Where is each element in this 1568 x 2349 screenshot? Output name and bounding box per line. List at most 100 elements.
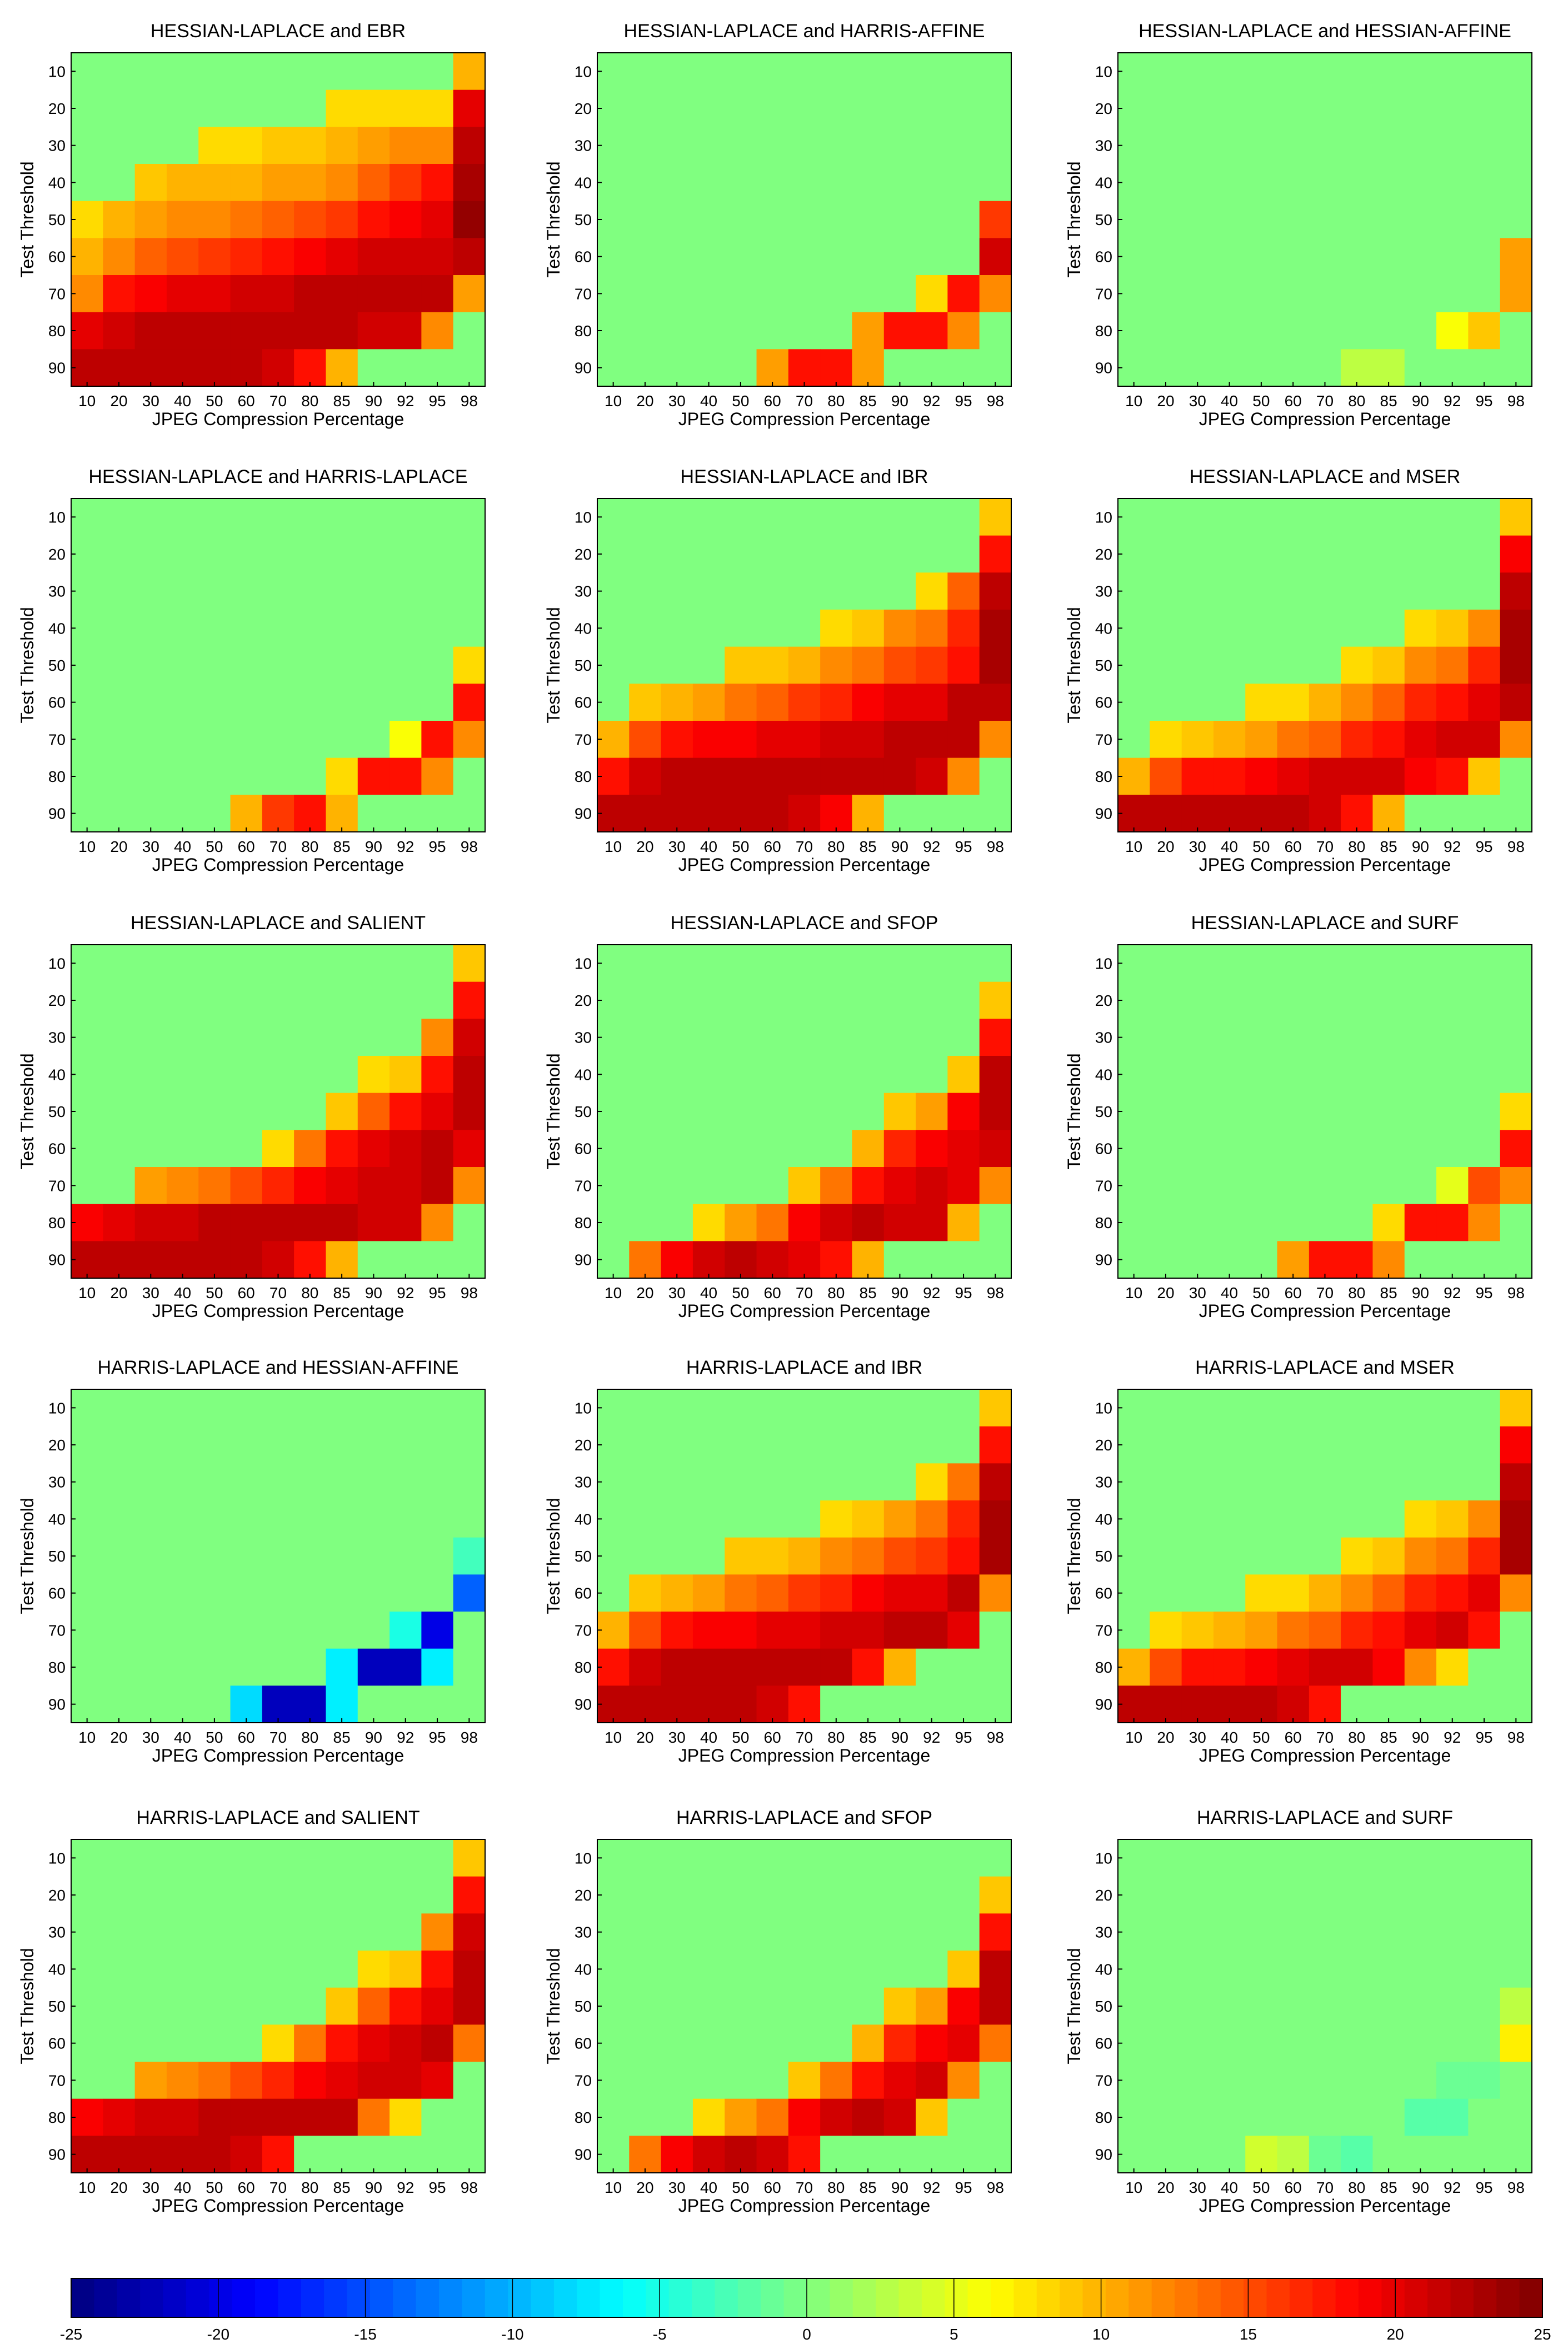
colorbar-swatch (600, 2278, 623, 2317)
heatmap-cell (1309, 1648, 1341, 1686)
colorbar-swatch (278, 2278, 302, 2317)
heatmap-cell (134, 2098, 167, 2136)
heatmap-cell (788, 1537, 821, 1575)
heatmap-cell (1436, 1463, 1469, 1501)
heatmap-cell (883, 1612, 916, 1649)
x-tick-label: 92 (1444, 2179, 1461, 2196)
heatmap-cell (756, 721, 789, 759)
heatmap-cell (1118, 757, 1150, 795)
heatmap-cell (661, 684, 693, 721)
heatmap-cell (597, 981, 630, 1019)
heatmap-cell (230, 1463, 263, 1501)
x-tick-label: 20 (1157, 838, 1174, 855)
heatmap-cell (230, 201, 263, 238)
x-tick-label: 92 (397, 838, 414, 855)
heatmap-cell (1468, 646, 1501, 684)
heatmap-cell (389, 1876, 422, 1914)
heatmap-cell (1150, 1130, 1182, 1168)
heatmap-cell (1309, 1913, 1341, 1951)
heatmap-cell (294, 646, 327, 684)
heatmap-cell (71, 127, 103, 164)
heatmap-cell (883, 1426, 916, 1464)
x-tick-label: 92 (397, 2179, 414, 2196)
heatmap-cell (661, 1574, 693, 1612)
heatmap-cell (947, 1130, 980, 1168)
heatmap-cell (357, 1876, 390, 1914)
heatmap-cell (198, 2062, 231, 2099)
heatmap-cell (71, 2024, 103, 2062)
heatmap-cell (1277, 2024, 1310, 2062)
heatmap-cell (947, 1612, 980, 1649)
heatmap-cell (788, 1839, 821, 1877)
colorbar-swatch (393, 2278, 417, 2317)
heatmap-cell (71, 795, 103, 832)
x-axis-label: JPEG Compression Percentage (678, 2196, 931, 2216)
heatmap-cell (1309, 201, 1341, 238)
y-tick-label: 70 (48, 2072, 66, 2089)
heatmap-cell (916, 981, 948, 1019)
heatmap-panel: HARRIS-LAPLACE and MSER10203040506070809… (1064, 1357, 1532, 1766)
heatmap-cell (1372, 89, 1405, 127)
heatmap-cell (916, 89, 948, 127)
heatmap-cell (820, 1463, 853, 1501)
x-tick-label: 50 (732, 2179, 749, 2196)
heatmap-cell (1118, 498, 1150, 536)
heatmap-cell (389, 1389, 422, 1427)
heatmap-cell (103, 1574, 136, 1612)
heatmap-cell (1468, 2062, 1501, 2099)
colorbar-swatch (967, 2278, 991, 2317)
heatmap-cell (597, 1204, 630, 1241)
heatmap-cell (1404, 2098, 1437, 2136)
heatmap-cell (916, 2062, 948, 2099)
heatmap-cell (597, 1876, 630, 1914)
heatmap-cells (71, 498, 486, 832)
heatmap-cell (788, 164, 821, 202)
heatmap-cell (389, 238, 422, 276)
heatmap-cell (629, 646, 662, 684)
heatmap-cell (629, 1167, 662, 1205)
heatmap-cell (1181, 201, 1214, 238)
heatmap-cell (1500, 127, 1532, 164)
heatmap-cell (756, 1612, 789, 1649)
heatmap-cell (1118, 1056, 1150, 1094)
heatmap-cell (1436, 981, 1469, 1019)
heatmap-cell (357, 2136, 390, 2173)
heatmap-cell (453, 1574, 486, 1612)
heatmap-cell (198, 498, 231, 536)
heatmap-cell (166, 1241, 199, 1279)
heatmap-cell (852, 1426, 885, 1464)
heatmap-cell (756, 1500, 789, 1538)
heatmap-cell (1118, 2024, 1150, 2062)
heatmap-cell (1213, 945, 1246, 983)
colorbar-swatch (71, 2278, 94, 2317)
heatmap-cell (1341, 1612, 1374, 1649)
heatmap-cell (756, 275, 789, 313)
heatmap-cells (1118, 945, 1532, 1279)
y-tick-label: 20 (1095, 1437, 1112, 1454)
colorbar-swatch (186, 2278, 209, 2317)
x-tick-label: 30 (668, 2179, 686, 2196)
y-tick-label: 70 (575, 731, 592, 748)
heatmap-cell (294, 1463, 327, 1501)
heatmap-cell (916, 1019, 948, 1056)
heatmap-cell (1181, 684, 1214, 721)
x-tick-label: 92 (923, 1729, 940, 1746)
heatmap-cell (326, 1574, 358, 1612)
heatmap-cell (230, 1056, 263, 1094)
heatmap-cell (1500, 1463, 1532, 1501)
x-tick-label: 20 (110, 1729, 127, 1746)
heatmap-cell (1309, 1204, 1341, 1241)
heatmap-cell (852, 1987, 885, 2025)
heatmap-cell (421, 1913, 454, 1951)
heatmap-cell (1150, 498, 1182, 536)
panel-title: HARRIS-LAPLACE and SFOP (676, 1807, 932, 1828)
heatmap-cell (883, 498, 916, 536)
heatmap-cell (1372, 684, 1405, 721)
heatmap-cell (852, 1537, 885, 1575)
heatmap-cell (166, 1951, 199, 1988)
heatmap-cell (692, 757, 725, 795)
heatmap-cell (1150, 2024, 1182, 2062)
heatmap-cell (453, 2098, 486, 2136)
heatmap-cell (326, 53, 358, 91)
